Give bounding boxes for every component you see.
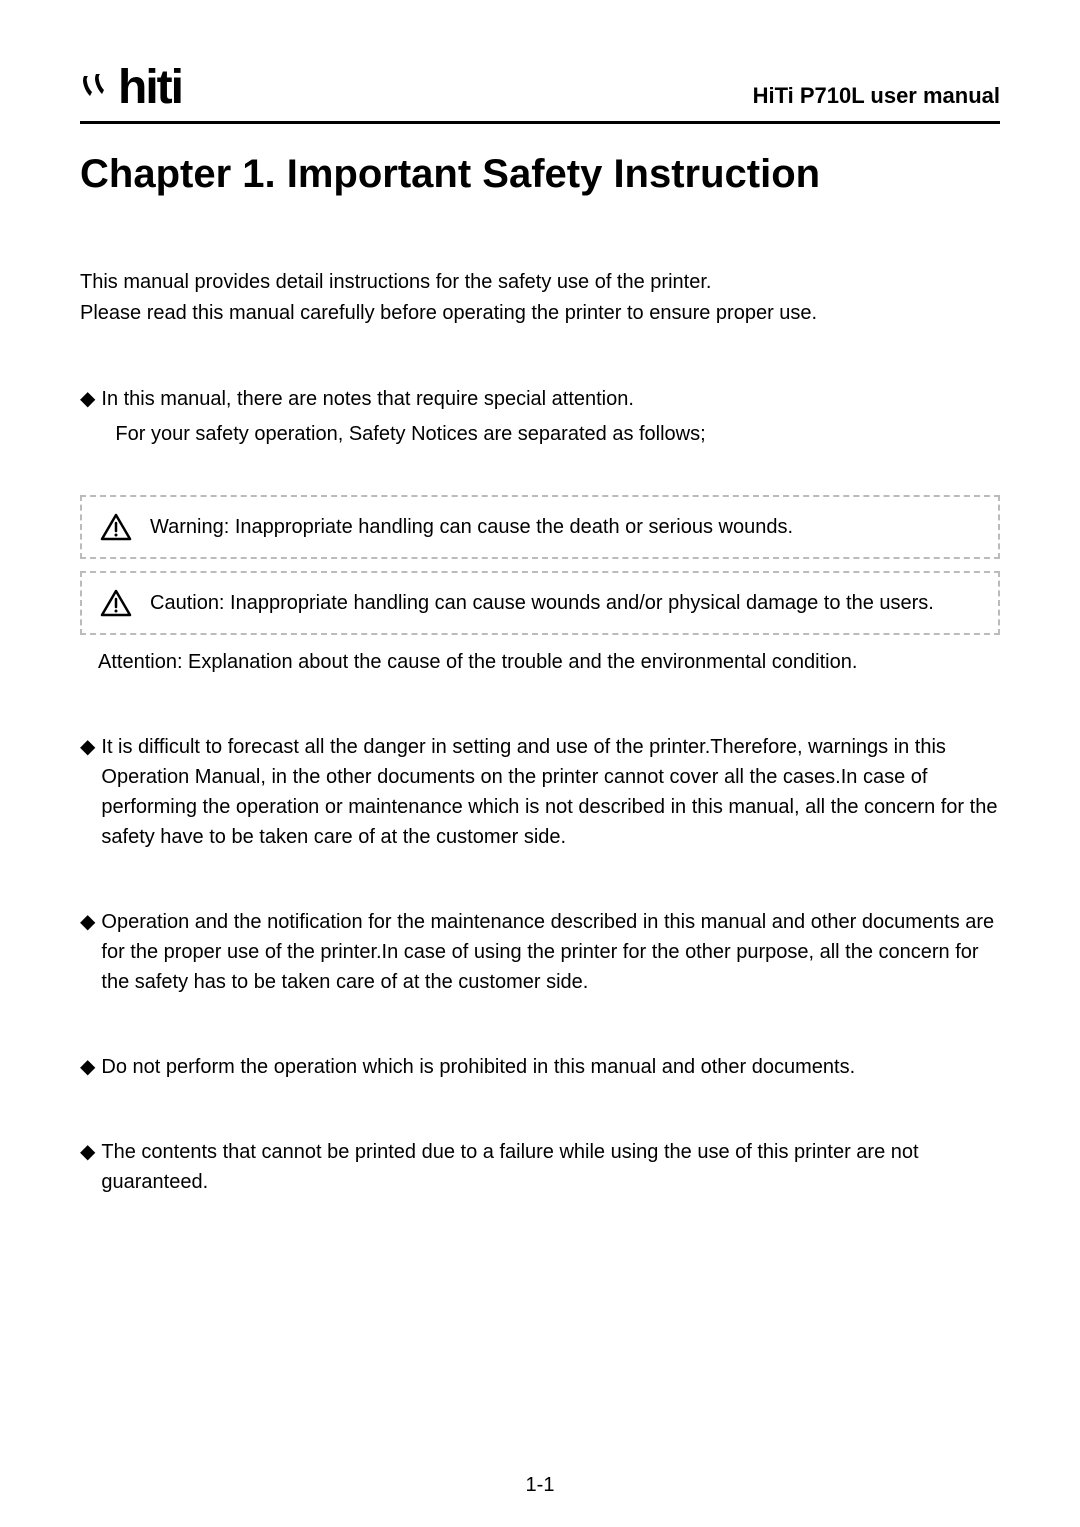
caution-triangle-icon: [100, 589, 132, 617]
logo-text: hiti: [118, 60, 182, 115]
notes-intro-content: In this manual, there are notes that req…: [101, 384, 1000, 450]
body-bullet-3-text: Do not perform the operation which is pr…: [101, 1052, 1000, 1082]
intro-line-1: This manual provides detail instructions…: [80, 267, 1000, 298]
brand-logo: hiti: [80, 60, 182, 115]
notes-intro-bullet: ◆ In this manual, there are notes that r…: [80, 384, 1000, 450]
caution-notice-box: Caution: Inappropriate handling can caus…: [80, 571, 1000, 635]
page-number: 1-1: [0, 1474, 1080, 1497]
document-header: hiti HiTi P710L user manual: [80, 60, 1000, 124]
manual-title: HiTi P710L user manual: [753, 83, 1000, 115]
caution-text: Caution: Inappropriate handling can caus…: [150, 592, 934, 615]
body-bullet-4-text: The contents that cannot be printed due …: [101, 1137, 1000, 1197]
warning-notice-box: Warning: Inappropriate handling can caus…: [80, 495, 1000, 559]
body-bullet-4: ◆ The contents that cannot be printed du…: [80, 1137, 1000, 1197]
body-bullet-2: ◆ Operation and the notification for the…: [80, 907, 1000, 997]
diamond-bullet-icon: ◆: [80, 384, 95, 450]
intro-paragraph: This manual provides detail instructions…: [80, 267, 1000, 329]
notes-intro-line-2: For your safety operation, Safety Notice…: [101, 419, 1000, 450]
intro-line-2: Please read this manual carefully before…: [80, 298, 1000, 329]
warning-text: Warning: Inappropriate handling can caus…: [150, 516, 793, 539]
diamond-bullet-icon: ◆: [80, 1052, 95, 1082]
body-bullet-2-text: Operation and the notification for the m…: [101, 907, 1000, 997]
diamond-bullet-icon: ◆: [80, 1137, 95, 1197]
body-bullet-1: ◆ It is difficult to forecast all the da…: [80, 732, 1000, 852]
diamond-bullet-icon: ◆: [80, 732, 95, 852]
warning-triangle-icon: [100, 513, 132, 541]
notes-intro-line-1: In this manual, there are notes that req…: [101, 384, 1000, 415]
diamond-bullet-icon: ◆: [80, 907, 95, 997]
body-bullet-3: ◆ Do not perform the operation which is …: [80, 1052, 1000, 1082]
chapter-title: Chapter 1. Important Safety Instruction: [80, 152, 1000, 197]
logo-mark-icon: [80, 68, 114, 108]
attention-text: Attention: Explanation about the cause o…: [80, 647, 1000, 677]
body-bullet-1-text: It is difficult to forecast all the dang…: [101, 732, 1000, 852]
